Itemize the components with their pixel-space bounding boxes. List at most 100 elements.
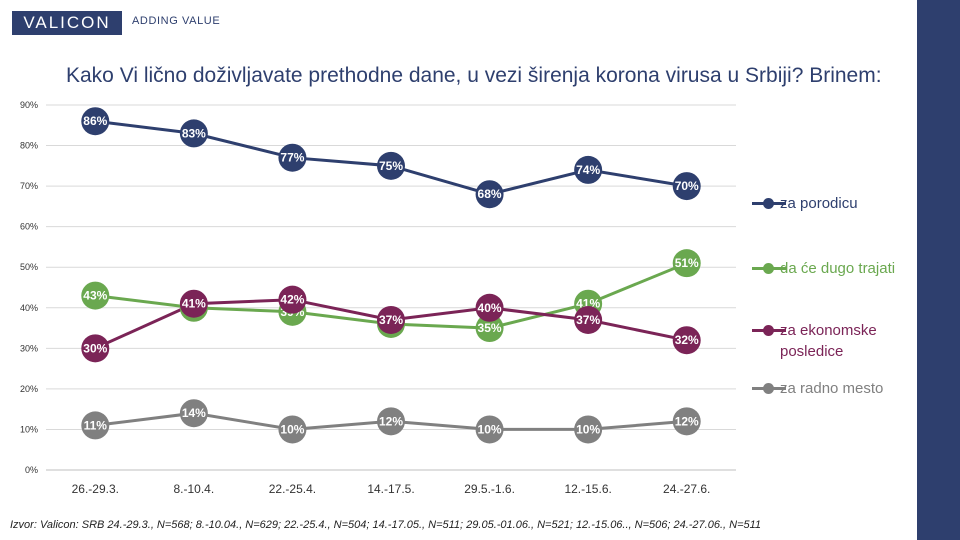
- data-marker: [377, 407, 405, 436]
- data-label: 40%: [478, 301, 502, 315]
- data-label: 41%: [182, 297, 206, 311]
- data-point-porodicu: 77%: [278, 143, 307, 172]
- x-tick-label: 14.-17.5.: [367, 482, 414, 496]
- data-marker: [81, 411, 110, 440]
- data-point-radno: 14%: [179, 399, 208, 428]
- data-label: 74%: [576, 163, 600, 177]
- legend-label: za radno mesto: [780, 380, 884, 397]
- legend-label: za porodicu: [780, 195, 858, 212]
- legend-marker: [763, 383, 774, 394]
- data-point-porodicu: 68%: [475, 180, 504, 209]
- data-label: 11%: [84, 418, 108, 432]
- y-tick-label: 20%: [20, 384, 38, 394]
- legend-marker: [763, 263, 774, 274]
- data-point-ekonomske: 41%: [179, 289, 208, 318]
- data-label: 37%: [576, 313, 600, 327]
- y-tick-label: 10%: [20, 424, 38, 434]
- data-marker: [475, 293, 504, 322]
- data-marker: [179, 289, 208, 318]
- x-tick-label: 26.-29.3.: [72, 482, 119, 496]
- data-label: 37%: [379, 313, 403, 327]
- data-marker: [574, 415, 603, 444]
- data-point-dugo: 43%: [81, 281, 110, 310]
- data-marker: [672, 326, 701, 355]
- data-label: 35%: [478, 321, 502, 335]
- data-marker: [672, 172, 701, 201]
- data-point-ekonomske: 37%: [377, 305, 405, 334]
- legend-swatch: [752, 263, 786, 274]
- y-tick-label: 70%: [20, 181, 38, 191]
- data-point-radno: 10%: [278, 415, 307, 444]
- data-point-radno: 12%: [672, 407, 701, 436]
- data-marker: [574, 305, 603, 334]
- data-point-dugo: 51%: [672, 249, 701, 278]
- x-tick-label: 22.-25.4.: [269, 482, 316, 496]
- legend-label: da će dugo trajati: [780, 260, 896, 277]
- data-point-dugo: 35%: [475, 314, 504, 343]
- data-label: 68%: [478, 187, 502, 201]
- data-marker: [377, 305, 405, 334]
- data-marker: [278, 143, 307, 172]
- data-label: 14%: [182, 406, 206, 420]
- data-label: 10%: [576, 422, 600, 436]
- data-point-porodicu: 70%: [672, 172, 701, 201]
- data-point-porodicu: 83%: [179, 119, 208, 148]
- brand-tagline: ADDING VALUE: [132, 15, 221, 27]
- data-label: 41%: [576, 297, 600, 311]
- series-points: 86%83%77%75%68%74%70%43%40%39%36%35%41%5…: [81, 107, 701, 444]
- data-point-porodicu: 86%: [81, 107, 110, 136]
- y-tick-label: 80%: [20, 141, 38, 151]
- data-label: 30%: [83, 341, 107, 355]
- data-label: 42%: [280, 293, 304, 307]
- data-marker: [81, 334, 110, 363]
- data-point-porodicu: 74%: [574, 155, 603, 184]
- data-marker: [475, 180, 504, 209]
- legend-marker: [763, 325, 774, 336]
- y-tick-label: 30%: [20, 343, 38, 353]
- data-marker: [672, 407, 701, 436]
- legend-swatch: [752, 383, 786, 394]
- data-label: 32%: [675, 333, 699, 347]
- data-label: 12%: [675, 414, 699, 428]
- x-axis-ticks: 26.-29.3. 8.-10.4. 22.-25.4. 14.-17.5. 29.5.…: [72, 482, 711, 496]
- data-marker: [377, 151, 405, 180]
- data-marker: [574, 155, 603, 184]
- data-label: 83%: [182, 126, 206, 140]
- x-tick-label: 29.5.-1.6.: [464, 482, 515, 496]
- data-label: 10%: [280, 422, 304, 436]
- data-point-radno: 10%: [574, 415, 603, 444]
- data-point-ekonomske: 42%: [278, 285, 307, 314]
- data-label: 43%: [83, 289, 107, 303]
- data-marker: [672, 249, 701, 278]
- y-tick-label: 90%: [20, 100, 38, 110]
- data-label: 86%: [83, 114, 107, 128]
- x-tick-label: 8.-10.4.: [174, 482, 215, 496]
- chart-title: Kako Vi lično doživljavate prethodne dan…: [66, 64, 882, 87]
- data-marker: [278, 415, 307, 444]
- y-tick-label: 50%: [20, 262, 38, 272]
- data-point-ekonomske: 40%: [475, 293, 504, 322]
- data-point-ekonomske: 30%: [81, 334, 110, 363]
- data-marker: [81, 107, 110, 136]
- data-label: 12%: [379, 414, 403, 428]
- data-point-ekonomske: 37%: [574, 305, 603, 334]
- side-accent-band: [917, 0, 960, 540]
- data-marker: [179, 119, 208, 148]
- data-marker: [179, 399, 208, 428]
- valicon-logo: VALICON: [12, 11, 122, 35]
- data-point-radno: 12%: [377, 407, 405, 436]
- data-label: 51%: [675, 256, 699, 270]
- data-point-ekonomske: 32%: [672, 326, 701, 355]
- data-marker: [475, 314, 504, 343]
- x-tick-label: 12.-15.6.: [564, 482, 611, 496]
- source-note: Izvor: Valicon: SRB 24.-29.3., N=568; 8.…: [10, 519, 762, 531]
- legend-marker: [763, 198, 774, 209]
- data-point-porodicu: 75%: [377, 151, 405, 180]
- data-point-radno: 11%: [81, 411, 110, 440]
- data-label: 70%: [675, 179, 699, 193]
- data-label: 10%: [478, 422, 502, 436]
- legend-swatch: [752, 198, 786, 209]
- data-label: 77%: [280, 151, 304, 165]
- x-tick-label: 24.-27.6.: [663, 482, 710, 496]
- legend-label: za ekonomske posledice: [780, 322, 877, 360]
